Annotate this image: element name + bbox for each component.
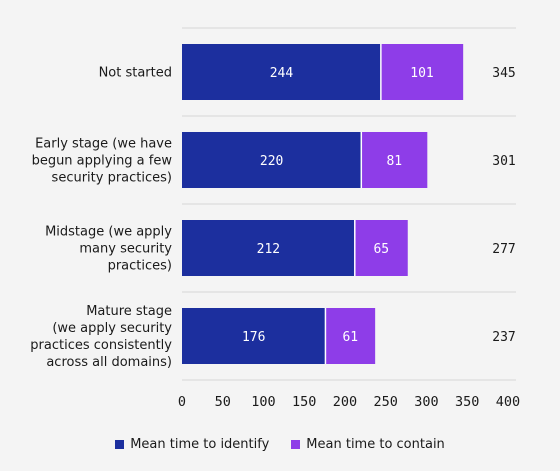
x-tick-label: 150 xyxy=(292,394,316,410)
total-label: 277 xyxy=(492,242,515,257)
x-tick-label: 100 xyxy=(251,394,275,410)
bar-value-label: 61 xyxy=(342,330,358,345)
legend: Mean time to identify Mean time to conta… xyxy=(0,437,560,452)
category-label: practices) xyxy=(108,259,172,274)
category-label: (we apply security xyxy=(52,321,172,336)
bar-segment xyxy=(361,132,428,188)
x-tick-label: 50 xyxy=(215,394,231,410)
category-label: across all domains) xyxy=(46,355,172,370)
category-label: Midstage (we apply xyxy=(45,225,172,240)
category-label: Not started xyxy=(99,66,172,81)
legend-swatch-identify xyxy=(115,440,125,449)
bar-segment xyxy=(182,308,326,364)
bar-value-label: 101 xyxy=(410,66,433,81)
x-tick-label: 0 xyxy=(178,394,186,410)
category-label: begun applying a few xyxy=(32,154,173,169)
bar-segment xyxy=(380,44,464,100)
category-label: practices consistently xyxy=(30,338,172,353)
category-label: Mature stage xyxy=(86,304,172,319)
bar-value-label: 176 xyxy=(242,330,265,345)
total-label: 301 xyxy=(492,154,515,169)
category-label: Early stage (we have xyxy=(35,137,172,152)
bar-segment xyxy=(182,220,355,276)
bar-segment xyxy=(325,308,376,364)
bar-value-label: 220 xyxy=(260,154,283,169)
bar-segment xyxy=(354,220,408,276)
bar-value-label: 81 xyxy=(386,154,402,169)
bar-segment xyxy=(182,132,362,188)
x-tick-label: 200 xyxy=(333,394,357,410)
legend-label-contain: Mean time to contain xyxy=(306,437,445,452)
bar-value-label: 244 xyxy=(270,66,294,81)
total-label: 345 xyxy=(492,66,515,81)
category-label: security practices) xyxy=(52,171,172,186)
x-tick-label: 250 xyxy=(374,394,398,410)
legend-item-contain: Mean time to contain xyxy=(291,437,445,452)
legend-label-identify: Mean time to identify xyxy=(130,437,270,452)
legend-swatch-contain xyxy=(291,440,301,449)
x-tick-label: 400 xyxy=(496,394,520,410)
x-tick-label: 350 xyxy=(455,394,479,410)
bar-value-label: 212 xyxy=(257,242,280,257)
legend-item-identify: Mean time to identify xyxy=(115,437,269,452)
category-label: many security xyxy=(79,242,172,257)
x-tick-label: 300 xyxy=(414,394,438,410)
bar-value-label: 65 xyxy=(373,242,389,257)
total-label: 237 xyxy=(492,330,515,345)
bar-segment xyxy=(182,44,381,100)
